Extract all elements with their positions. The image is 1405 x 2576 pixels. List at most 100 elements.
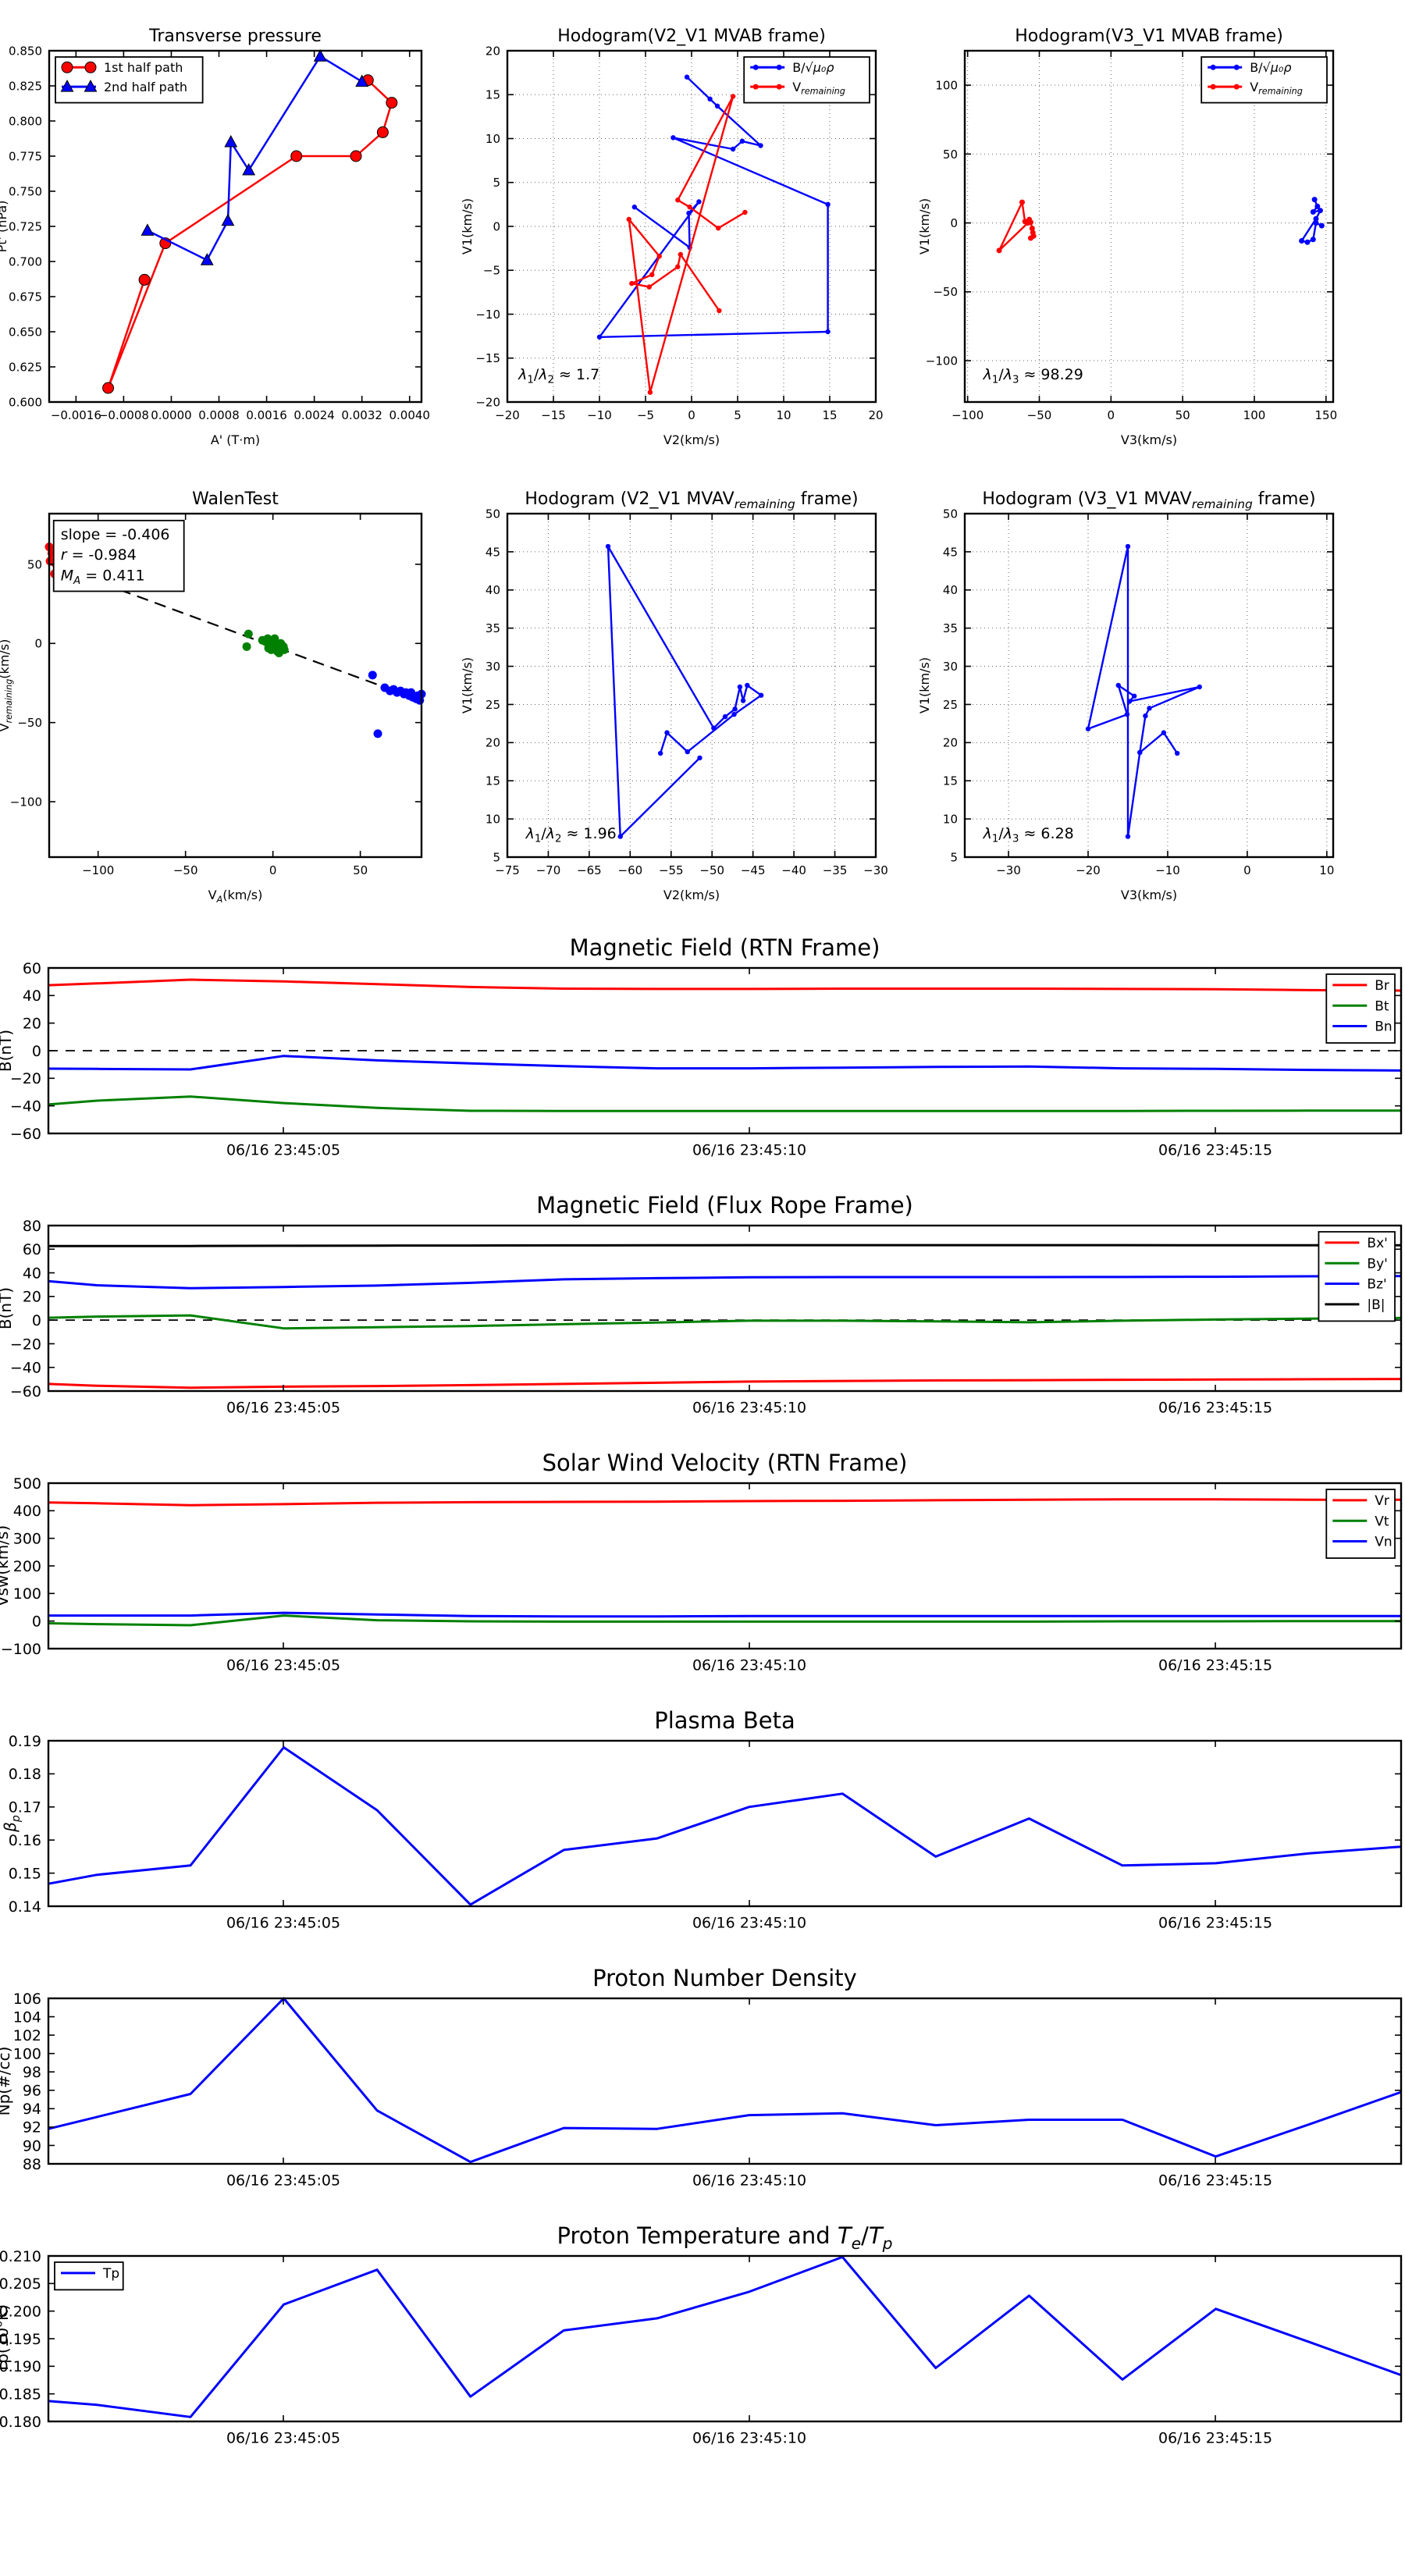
y-tick-label: 0.625 (9, 360, 42, 374)
y-tick-label: 0 (32, 1312, 41, 1329)
y-tick-label: −15 (475, 351, 500, 365)
y-axis-label: B(nT) (0, 1030, 15, 1072)
y-tick-label: −100 (1, 1641, 41, 1658)
x-tick-label: 06/16 23:45:10 (692, 1657, 806, 1674)
x-tick-label: 0.0016 (246, 408, 287, 422)
chart-magnetic-field-flux-rope: 06/16 23:45:05 06/16 23:45:10 06/16 23:45:… (0, 1192, 1403, 1417)
legend: Bx' By' Bz' |B| (1318, 1231, 1396, 1322)
y-tick-label: 25 (943, 698, 958, 712)
y-tick-label: 100 (935, 79, 958, 93)
y-tick-label: 300 (13, 1531, 41, 1548)
legend: B/√μ₀ρ Vremaining (743, 56, 870, 104)
y-tick-label: 15 (486, 774, 500, 788)
x-tick-label: −10 (1155, 863, 1180, 877)
x-tick-label: −15 (541, 408, 566, 422)
y-tick-label: 102 (13, 2027, 41, 2044)
chart-transverse-pressure: −0.0016−0.0008 0.0000 0.0008 0.0016 0.0024 0.… (0, 27, 430, 447)
x-tick-label: −40 (781, 863, 806, 877)
y-tick-label: 45 (486, 545, 500, 559)
x-axis-label: A' (T·m) (211, 432, 260, 447)
y-tick-label: 5 (493, 176, 500, 190)
x-tick-label: 06/16 23:45:05 (226, 1657, 340, 1674)
x-tick-label: 0.0000 (151, 408, 192, 422)
x-tick-label: 06/16 23:45:15 (1158, 1657, 1272, 1674)
y-tick-label: 30 (486, 660, 500, 674)
x-tick-label: 06/16 23:45:15 (1158, 1142, 1272, 1159)
x-tick-label: −50 (173, 863, 198, 877)
y-tick-label: 30 (943, 660, 958, 674)
x-tick-label: −50 (699, 863, 724, 877)
x-axis-label: VA(km/s) (208, 888, 263, 905)
y-tick-label: 25 (486, 698, 500, 712)
y-tick-label: −20 (475, 395, 500, 409)
y-tick-label: 0.675 (9, 290, 42, 304)
x-tick-label: −30 (996, 863, 1021, 877)
y-tick-label: −40 (10, 1360, 41, 1377)
x-tick-label: 06/16 23:45:05 (226, 1400, 340, 1417)
y-tick-label: −50 (17, 716, 42, 730)
chart-plasma-beta: 06/16 23:45:05 06/16 23:45:10 06/16 23:45:… (1, 1707, 1403, 1932)
x-tick-label: −75 (495, 863, 520, 877)
x-tick-label: 0 (1108, 408, 1115, 422)
y-tick-label: 15 (943, 774, 958, 788)
y-axis-label: Vsw(km/s) (0, 1525, 12, 1606)
legend-label: Tp (102, 2266, 119, 2282)
series-vr (48, 1498, 1401, 1507)
annotation: λ1/λ3 ≈ 98.29 (983, 366, 1083, 386)
y-tick-label: 35 (943, 621, 958, 635)
x-tick-label: 06/16 23:45:10 (692, 1915, 806, 1932)
legend-label: 1st half path (104, 60, 183, 75)
x-tick-label: −20 (495, 408, 520, 422)
x-axis-label: V2(km/s) (663, 432, 720, 447)
legend-label: Bn (1375, 1019, 1392, 1035)
annotation-line: MA = 0.411 (61, 567, 145, 587)
chart-hodogram-v3v1-mvab: −100 −50 0 50 100 150 −100 −50 0 50 100 Hodogram(V3… (917, 27, 1337, 447)
y-tick-label: −5 (483, 264, 500, 278)
legend-label: By' (1367, 1256, 1387, 1272)
x-tick-label: −70 (536, 863, 561, 877)
y-tick-label: 0.775 (9, 149, 42, 163)
y-tick-label: 96 (23, 2083, 41, 2100)
y-tick-label: 98 (23, 2064, 41, 2081)
y-tick-label: 0.180 (0, 2414, 41, 2431)
x-tick-label: −20 (1076, 863, 1101, 877)
series-bx- (48, 1378, 1402, 1389)
y-tick-label: 400 (13, 1503, 41, 1520)
chart-title: Hodogram(V2_V1 MVAB frame) (557, 27, 826, 46)
x-tick-label: −60 (618, 863, 643, 877)
y-tick-label: 80 (23, 1218, 41, 1235)
legend: Tp (54, 2261, 124, 2291)
x-tick-label: 06/16 23:45:10 (692, 1400, 806, 1417)
y-tick-label: 5 (950, 850, 958, 864)
chart-title: Hodogram (V2_V1 MVAVremaining frame) (525, 489, 858, 511)
y-tick-label: −60 (10, 1383, 41, 1400)
series-bt (48, 1095, 1402, 1112)
y-tick-label: 0.16 (9, 1832, 41, 1849)
series-by- (48, 1314, 1402, 1330)
y-tick-label: 100 (13, 2046, 41, 2063)
x-tick-label: 0 (1243, 863, 1251, 877)
legend: B/√μ₀ρ Vremaining (1200, 56, 1328, 104)
y-tick-label: 10 (486, 813, 500, 827)
x-tick-label: −65 (577, 863, 602, 877)
y-tick-label: −60 (10, 1126, 41, 1143)
y-axis-label: B(nT) (0, 1287, 15, 1329)
chart-walen-test: −100 −50 0 50 −100 −50 0 50 WalenTest VA(km/s) Vre… (0, 489, 426, 905)
y-axis-label: βp (1, 1815, 23, 1833)
chart-title: WalenTest (192, 489, 279, 509)
x-tick-label: 06/16 23:45:15 (1158, 2430, 1272, 2447)
series-np (48, 1997, 1402, 2164)
y-tick-label: 40 (23, 987, 41, 1005)
y-tick-label: −100 (926, 354, 958, 368)
y-tick-label: 88 (23, 2156, 41, 2173)
x-tick-label: −10 (587, 408, 612, 422)
y-tick-label: 0.205 (0, 2275, 41, 2293)
legend-label: Vr (1375, 1493, 1389, 1509)
series-bz- (48, 1275, 1402, 1290)
y-tick-label: 0 (32, 1614, 41, 1631)
y-tick-label: 10 (943, 813, 958, 827)
y-tick-label: 100 (13, 1585, 41, 1603)
x-tick-label: −35 (823, 863, 848, 877)
x-tick-label: −45 (741, 863, 766, 877)
